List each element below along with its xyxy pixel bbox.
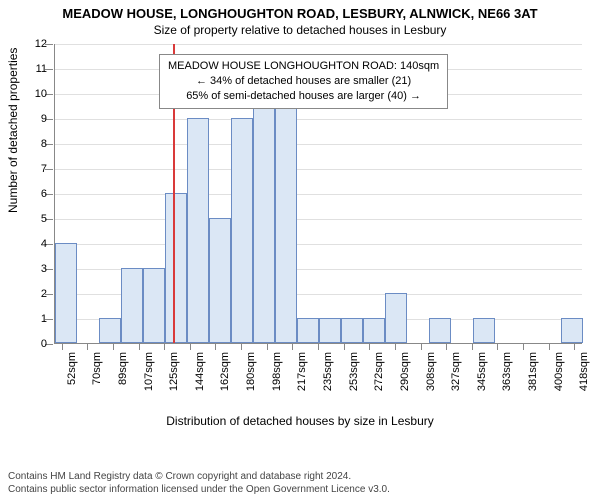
- histogram-bar: [341, 318, 363, 343]
- histogram-bar: [319, 318, 341, 343]
- x-tick-label: 418sqm: [578, 352, 590, 391]
- x-tick-label: 253sqm: [348, 352, 360, 391]
- x-tick-label: 70sqm: [91, 352, 103, 385]
- chart-subtitle: Size of property relative to detached ho…: [0, 21, 600, 37]
- y-tick-label: 2: [25, 288, 47, 300]
- x-tick-label: 400sqm: [553, 352, 565, 391]
- histogram-bar: [99, 318, 121, 343]
- histogram-bar: [473, 318, 495, 343]
- x-tick-label: 180sqm: [245, 352, 257, 391]
- histogram-bar: [561, 318, 583, 343]
- histogram-bar: [385, 293, 407, 343]
- y-tick-label: 1: [25, 313, 47, 325]
- histogram-bar: [209, 218, 231, 343]
- legend-line-3: 65% of semi-detached houses are larger (…: [168, 89, 439, 104]
- x-tick-label: 144sqm: [194, 352, 206, 391]
- x-tick-label: 363sqm: [501, 352, 513, 391]
- x-tick-label: 107sqm: [143, 352, 155, 391]
- histogram-bar: [253, 93, 275, 343]
- histogram-bar: [297, 318, 319, 343]
- y-tick-label: 7: [25, 163, 47, 175]
- x-tick-label: 52sqm: [66, 352, 78, 385]
- x-tick-label: 381sqm: [527, 352, 539, 391]
- x-tick-label: 327sqm: [450, 352, 462, 391]
- x-tick-label: 308sqm: [425, 352, 437, 391]
- y-tick-label: 10: [25, 88, 47, 100]
- x-tick-label: 89sqm: [117, 352, 129, 385]
- chart-area: Number of detached properties 0123456789…: [0, 38, 600, 438]
- histogram-bar: [121, 268, 143, 343]
- y-tick-label: 3: [25, 263, 47, 275]
- y-tick-label: 9: [25, 113, 47, 125]
- x-tick-label: 235sqm: [322, 352, 334, 391]
- x-tick-label: 345sqm: [476, 352, 488, 391]
- histogram-bar: [55, 243, 77, 343]
- plot-region: 0123456789101112 MEADOW HOUSE LONGHOUGHT…: [54, 44, 582, 344]
- y-tick-label: 11: [25, 63, 47, 75]
- footer-line-2: Contains public sector information licen…: [8, 484, 390, 497]
- histogram-bar: [143, 268, 165, 343]
- y-tick-label: 6: [25, 188, 47, 200]
- histogram-bar: [165, 193, 187, 343]
- y-axis-label: Number of detached properties: [6, 48, 20, 213]
- footer-attribution: Contains HM Land Registry data © Crown c…: [8, 471, 390, 496]
- histogram-bar: [429, 318, 451, 343]
- legend-line-2: ← 34% of detached houses are smaller (21…: [168, 74, 439, 89]
- x-axis-ticks: 52sqm 70sqm 89sqm 107sqm 125sqm 144sqm 162sqm 1…: [54, 344, 582, 414]
- x-tick-label: 217sqm: [296, 352, 308, 391]
- x-tick-label: 198sqm: [271, 352, 283, 391]
- x-tick-label: 125sqm: [168, 352, 180, 391]
- y-tick-label: 0: [25, 338, 47, 350]
- y-tick-label: 12: [25, 38, 47, 50]
- histogram-bar: [363, 318, 385, 343]
- legend-box: MEADOW HOUSE LONGHOUGHTON ROAD: 140sqm ←…: [159, 54, 448, 109]
- histogram-bar: [275, 93, 297, 343]
- x-axis-label: Distribution of detached houses by size …: [0, 414, 600, 428]
- y-tick-label: 4: [25, 238, 47, 250]
- x-tick-label: 290sqm: [399, 352, 411, 391]
- histogram-bar: [231, 118, 253, 343]
- legend-line-1: MEADOW HOUSE LONGHOUGHTON ROAD: 140sqm: [168, 59, 439, 74]
- chart-title: MEADOW HOUSE, LONGHOUGHTON ROAD, LESBURY…: [0, 0, 600, 21]
- x-tick-label: 162sqm: [219, 352, 231, 391]
- y-tick-label: 5: [25, 213, 47, 225]
- x-tick-label: 272sqm: [373, 352, 385, 391]
- footer-line-1: Contains HM Land Registry data © Crown c…: [8, 471, 390, 484]
- histogram-bar: [187, 118, 209, 343]
- y-tick-label: 8: [25, 138, 47, 150]
